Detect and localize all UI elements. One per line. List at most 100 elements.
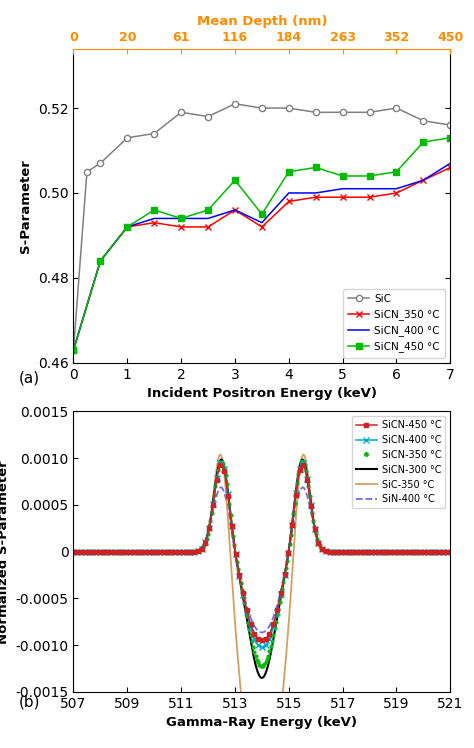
SiCN_450 °C [447, 133, 453, 142]
SiCN-450 °C [232, 542, 237, 551]
Line: SiCN_350 °C: SiCN_350 °C [70, 164, 454, 354]
SiCN-350 °C [296, 470, 301, 479]
SiCN_350 °C [420, 176, 426, 185]
SiCN-300 °C [136, 548, 142, 557]
SiCN_350 °C [178, 222, 184, 231]
SiCN_350 °C [125, 222, 130, 231]
SiN-400 °C [136, 548, 142, 557]
SiCN_350 °C [71, 346, 76, 355]
SiCN_400 °C [367, 184, 373, 193]
SiCN-450 °C [259, 636, 264, 645]
SiC [125, 133, 130, 142]
SiN-400 °C [71, 548, 76, 557]
SiCN-400 °C [71, 548, 76, 557]
SiN-400 °C [447, 548, 453, 557]
SiCN_400 °C [232, 206, 238, 215]
SiCN_450 °C [232, 176, 238, 185]
SiCN-300 °C [440, 548, 446, 557]
SiC [313, 108, 319, 117]
SiN-400 °C [232, 545, 237, 554]
SiN-400 °C [218, 483, 224, 492]
Line: SiCN_400 °C: SiCN_400 °C [73, 163, 450, 350]
SiCN_400 °C [340, 184, 346, 193]
Line: SiC-350 °C: SiC-350 °C [73, 455, 450, 748]
SiN-400 °C [114, 548, 119, 557]
Line: SiC: SiC [70, 101, 454, 353]
SiC [259, 103, 264, 112]
SiCN-400 °C [114, 548, 119, 557]
SiCN-400 °C [219, 458, 224, 467]
SiCN-350 °C [299, 457, 305, 466]
SiC-350 °C [440, 548, 446, 557]
SiCN_450 °C [286, 168, 292, 177]
SiC [340, 108, 346, 117]
SiC [367, 108, 373, 117]
SiCN-450 °C [71, 548, 76, 557]
SiCN-450 °C [447, 548, 453, 557]
SiC [98, 159, 103, 168]
SiC [71, 346, 76, 355]
SiCN_400 °C [420, 176, 426, 185]
X-axis label: Mean Depth (nm): Mean Depth (nm) [197, 15, 327, 28]
SiCN_400 °C [393, 184, 399, 193]
SiC [178, 108, 184, 117]
SiC-350 °C [136, 548, 142, 557]
SiCN-400 °C [232, 542, 237, 551]
SiCN_400 °C [313, 188, 319, 197]
SiCN_450 °C [125, 222, 130, 231]
SiCN_400 °C [98, 257, 103, 266]
SiCN-350 °C [390, 548, 395, 557]
SiCN-300 °C [259, 673, 264, 682]
SiCN_450 °C [313, 163, 319, 172]
SiCN_450 °C [259, 209, 264, 218]
Line: SiCN-300 °C: SiCN-300 °C [73, 459, 450, 678]
SiCN-300 °C [114, 548, 119, 557]
SiCN-350 °C [259, 662, 265, 671]
SiCN-450 °C [219, 459, 224, 468]
SiCN_350 °C [313, 193, 319, 202]
SiC [286, 103, 292, 112]
SiCN_400 °C [286, 188, 292, 197]
Y-axis label: S-Parameter: S-Parameter [19, 159, 32, 253]
SiCN_450 °C [393, 168, 399, 177]
SiCN-450 °C [440, 548, 446, 557]
SiCN_350 °C [232, 206, 238, 215]
SiCN-350 °C [71, 548, 76, 557]
SiCN_400 °C [259, 218, 264, 227]
SiC-350 °C [215, 456, 221, 465]
Legend: SiCN-450 °C, SiCN-400 °C, SiCN-350 °C, SiCN-300 °C, SiC-350 °C, SiN-400 °C: SiCN-450 °C, SiCN-400 °C, SiCN-350 °C, S… [352, 416, 446, 509]
Line: SiCN-350 °C: SiCN-350 °C [71, 459, 452, 669]
SiCN-400 °C [136, 548, 142, 557]
SiC [84, 168, 90, 177]
SiCN_450 °C [340, 171, 346, 180]
SiN-400 °C [215, 487, 221, 496]
Text: (a): (a) [19, 371, 40, 386]
SiC [393, 103, 399, 112]
SiC-350 °C [400, 548, 405, 557]
Y-axis label: Normalized S-Parameter: Normalized S-Parameter [0, 460, 10, 643]
SiC-350 °C [218, 450, 223, 459]
SiCN_350 °C [151, 218, 157, 227]
SiCN-350 °C [447, 548, 452, 557]
SiCN_450 °C [178, 214, 184, 223]
SiCN-300 °C [215, 464, 221, 473]
SiN-400 °C [440, 548, 446, 557]
SiCN-400 °C [400, 548, 405, 557]
SiCN-300 °C [447, 548, 453, 557]
SiC [151, 129, 157, 138]
SiCN_400 °C [447, 159, 453, 168]
X-axis label: Incident Positron Energy (keV): Incident Positron Energy (keV) [147, 387, 377, 400]
Line: SiCN-450 °C: SiCN-450 °C [73, 464, 450, 640]
SiC-350 °C [447, 548, 453, 557]
Text: (b): (b) [19, 695, 40, 710]
SiC [447, 120, 453, 129]
SiCN-450 °C [215, 468, 221, 477]
SiCN_450 °C [420, 138, 426, 147]
SiCN-350 °C [303, 466, 309, 475]
SiC-350 °C [232, 610, 237, 619]
SiCN_450 °C [367, 171, 373, 180]
SiCN-400 °C [259, 643, 264, 652]
SiCN-450 °C [400, 548, 405, 557]
SiCN-400 °C [215, 467, 221, 476]
SiN-400 °C [400, 548, 405, 557]
